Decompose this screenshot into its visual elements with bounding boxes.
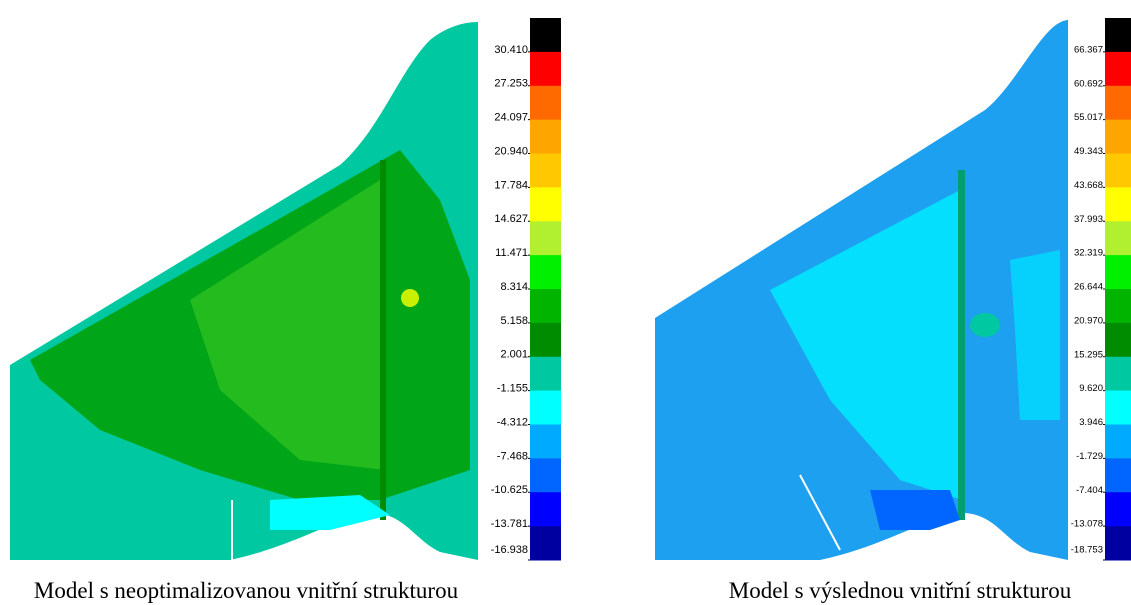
model-right <box>655 20 1068 560</box>
colorbar-segment <box>530 51 561 87</box>
colorbar-label: 15.295 <box>1074 349 1103 360</box>
colorbar-label: 20.970 <box>1074 315 1103 326</box>
colorbar-segment <box>1105 322 1131 358</box>
colorbar-label: 26.644 <box>1074 282 1103 293</box>
caption: Model s neoptimalizovanou vnitřní strukt… <box>34 578 459 603</box>
colorbar-label: 5.158 <box>500 315 528 327</box>
colorbar-label: 30.410 <box>494 44 528 56</box>
colorbar-segment <box>530 390 561 425</box>
colorbar-label: 66.367 <box>1074 44 1103 55</box>
colorbar-label: 20.940 <box>494 145 528 157</box>
colorbar-label: -10.625 <box>491 484 528 496</box>
colorbar-label: 3.946 <box>1079 417 1103 428</box>
colorbar-segment <box>530 492 561 527</box>
colorbar-segment <box>1105 526 1131 561</box>
colorbar-segment <box>1105 424 1131 459</box>
colorbar-segment <box>530 85 561 121</box>
colorbar-segment <box>530 289 561 324</box>
colorbar-segment <box>530 153 561 188</box>
colorbar-segment <box>1105 51 1131 87</box>
colorbar-label: 11.471 <box>495 247 528 259</box>
colorbar-label: 8.314 <box>500 281 528 293</box>
colorbar-segment <box>530 424 561 459</box>
colorbar-label: -16.938 <box>491 544 528 556</box>
colorbar-label: -1.729 <box>1076 451 1103 462</box>
colorbar-segment <box>530 221 561 256</box>
colorbar-segment <box>1105 85 1131 121</box>
caption: Model s výslednou vnitřní strukturou <box>729 578 1072 603</box>
colorbar-segment <box>1105 119 1131 154</box>
colorbar-label: 32.319 <box>1074 248 1103 259</box>
colorbar-label: 55.017 <box>1074 112 1103 123</box>
colorbar-label: 60.692 <box>1074 78 1103 89</box>
colorbar-label: 37.993 <box>1074 214 1103 225</box>
colorbar-segment <box>530 322 561 358</box>
colorbar-segment <box>1105 255 1131 290</box>
colorbar-label: -1.155 <box>497 383 528 395</box>
colorbar-label: 27.253 <box>494 78 528 90</box>
colorbar-label: -7.404 <box>1076 485 1103 496</box>
model-left <box>10 22 478 560</box>
colorbar-segment <box>530 187 561 222</box>
colorbar-label: -13.781 <box>491 518 528 530</box>
colorbar-segment <box>1105 289 1131 324</box>
colorbar-segment <box>1105 153 1131 188</box>
colorbar-label: 17.784 <box>494 179 528 191</box>
colorbar-label: -13.078 <box>1071 519 1103 530</box>
colorbar-label: 49.343 <box>1074 146 1103 157</box>
colorbar-segment <box>530 119 561 154</box>
colorbar-segment <box>530 18 561 53</box>
colorbar-segment <box>530 526 561 561</box>
colorbar-segment <box>1105 458 1131 493</box>
colorbar-label: 24.097 <box>494 112 528 124</box>
colorbar-segment <box>530 458 561 493</box>
colorbar-label: 2.001 <box>500 349 528 361</box>
colorbar-label: 43.668 <box>1074 180 1103 191</box>
colorbar-segment <box>1105 390 1131 425</box>
colorbar-segment <box>530 356 561 392</box>
colorbar-label: 14.627 <box>494 213 528 225</box>
colorbar-segment <box>1105 187 1131 222</box>
colorbar-label: -4.312 <box>497 416 528 428</box>
colorbar-segment <box>1105 221 1131 256</box>
colorbar-label: -18.753 <box>1071 545 1103 556</box>
colorbar-segment <box>1105 18 1131 53</box>
colorbar-label: 9.620 <box>1079 383 1103 394</box>
colorbar-segment <box>1105 492 1131 527</box>
colorbar-segment <box>530 255 561 290</box>
colorbar-label: -7.468 <box>497 450 528 462</box>
colorbar-segment <box>1105 356 1131 392</box>
